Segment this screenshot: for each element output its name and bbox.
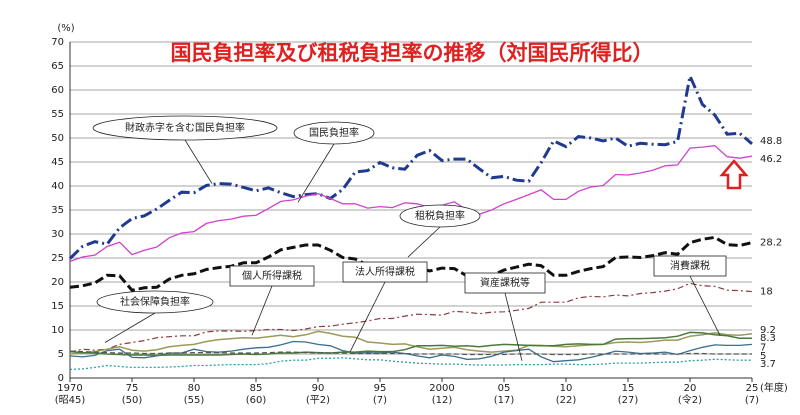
y-tick-label: 30 — [51, 229, 64, 240]
legend-label: 財政赤字を含む国民負担率 — [125, 121, 245, 134]
x-tick-sublabel: (27) — [618, 395, 639, 406]
y-unit-label: (%) — [57, 23, 74, 34]
series-line — [69, 350, 752, 356]
end-value-label: 5 — [760, 351, 766, 362]
series-line — [69, 331, 752, 357]
x-tick-sublabel: (17) — [494, 395, 515, 406]
end-value-label: 3.7 — [760, 359, 776, 370]
x-tick-label: 15 — [622, 383, 635, 394]
x-tick-label: 95 — [374, 383, 387, 394]
x-tick-sublabel: (令2) — [678, 393, 702, 406]
x-tick-sublabel: (55) — [184, 395, 205, 406]
callout-leader — [184, 139, 213, 184]
x-tick-sublabel: (7) — [373, 395, 387, 406]
x-tick-label: 75 — [126, 383, 139, 394]
x-tick-label: 25 — [746, 383, 759, 394]
callout-leader — [251, 285, 273, 336]
y-tick-label: 10 — [51, 325, 64, 336]
x-tick-sublabel: (昭45) — [55, 394, 86, 406]
callout-leader — [504, 292, 523, 361]
y-tick-label: 45 — [51, 157, 64, 168]
y-tick-label: 40 — [51, 181, 64, 192]
x-tick-sublabel: (7) — [745, 395, 759, 406]
end-value-label: 18 — [760, 287, 773, 298]
callout-leader — [689, 275, 721, 336]
end-value-label: 7 — [760, 342, 766, 353]
legend-label: 個人所得課税 — [242, 269, 302, 282]
series-line — [69, 235, 753, 292]
callout-leader — [349, 281, 386, 353]
legend-label: 消費課税 — [670, 259, 710, 272]
callout-box — [653, 255, 727, 277]
x-tick-label: 20 — [684, 383, 697, 394]
callout-box — [293, 121, 375, 145]
callout-leader — [104, 312, 156, 343]
series-line — [69, 282, 753, 353]
y-tick-label: 60 — [51, 85, 64, 96]
x-tick-label: 90 — [312, 383, 325, 394]
y-tick-label: 20 — [51, 277, 64, 288]
callout-box — [464, 272, 546, 294]
x-tick-label: 05 — [498, 383, 511, 394]
x-tick-sublabel: (50) — [122, 395, 143, 406]
y-tick-label: 70 — [51, 37, 64, 48]
x-tick-sublabel: (60) — [246, 395, 267, 406]
end-value-label: 28.2 — [760, 238, 782, 249]
end-value-label: 46.2 — [760, 154, 782, 165]
series-line — [69, 340, 753, 363]
legend-label: 租税負担率 — [415, 209, 465, 222]
callout-box — [96, 290, 214, 314]
series-line — [68, 71, 753, 260]
end-value-label: 8.3 — [760, 333, 776, 344]
callout-leader — [297, 143, 335, 203]
callout-box — [229, 265, 315, 287]
x-tick-sublabel: (平2) — [306, 395, 330, 406]
x-tick-label: 80 — [188, 383, 201, 394]
callout-box — [399, 204, 481, 228]
legend-label: 法人所得課税 — [355, 265, 415, 278]
y-tick-label: 15 — [51, 301, 64, 312]
x-tick-label: 1970 — [57, 383, 82, 394]
series-line — [69, 357, 752, 371]
y-tick-label: 65 — [51, 61, 64, 72]
legend-label: 社会保障負担率 — [120, 295, 190, 308]
highlight-arrow — [719, 159, 749, 190]
y-tick-label: 5 — [58, 349, 64, 360]
end-value-label: 9.2 — [760, 325, 776, 336]
legend-label: 資産課税等 — [480, 276, 530, 289]
series-line — [69, 145, 753, 263]
x-tick-sublabel: (12) — [432, 395, 453, 406]
x-tick-label: 85 — [250, 383, 263, 394]
x-tick-label: 2000 — [429, 383, 454, 394]
series-line — [69, 330, 753, 355]
callout-box — [342, 261, 428, 283]
y-tick-label: 0 — [58, 373, 64, 384]
legend-label: 国民負担率 — [309, 126, 359, 139]
y-tick-label: 35 — [51, 205, 64, 216]
x-tick-label: 10 — [560, 383, 573, 394]
y-tick-label: 55 — [51, 109, 64, 120]
x-tick-sublabel: (22) — [556, 395, 577, 406]
chart-title: 国民負担率及び租税負担率の推移（対国民所得比） — [171, 41, 654, 65]
x-unit-label: (年度) — [760, 381, 788, 394]
end-value-label: 48.8 — [760, 136, 782, 147]
y-tick-label: 50 — [51, 133, 64, 144]
callout-leader — [407, 226, 441, 258]
y-tick-label: 25 — [51, 253, 64, 264]
callout-box — [92, 115, 278, 141]
